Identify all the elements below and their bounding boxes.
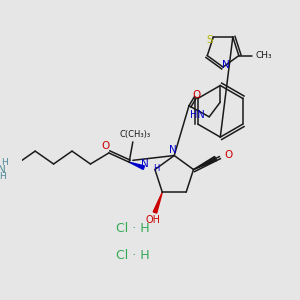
Text: N: N	[0, 164, 6, 175]
Text: N: N	[169, 145, 176, 155]
Text: Cl · H: Cl · H	[116, 222, 150, 235]
Text: H: H	[154, 164, 160, 173]
Text: H: H	[1, 158, 8, 167]
Text: O: O	[101, 141, 109, 151]
Text: N: N	[222, 60, 230, 70]
Text: O: O	[224, 150, 232, 160]
Text: OH: OH	[146, 215, 160, 225]
Text: Cl · H: Cl · H	[116, 250, 150, 262]
Polygon shape	[153, 192, 162, 213]
Text: S: S	[206, 35, 213, 45]
Polygon shape	[194, 156, 217, 170]
Polygon shape	[129, 162, 145, 169]
Text: CH₃: CH₃	[255, 51, 272, 60]
Text: C(CH₃)₃: C(CH₃)₃	[119, 130, 150, 139]
Text: HN: HN	[190, 110, 205, 120]
Text: N: N	[141, 159, 149, 170]
Text: O: O	[192, 90, 200, 100]
Text: H: H	[0, 172, 6, 182]
